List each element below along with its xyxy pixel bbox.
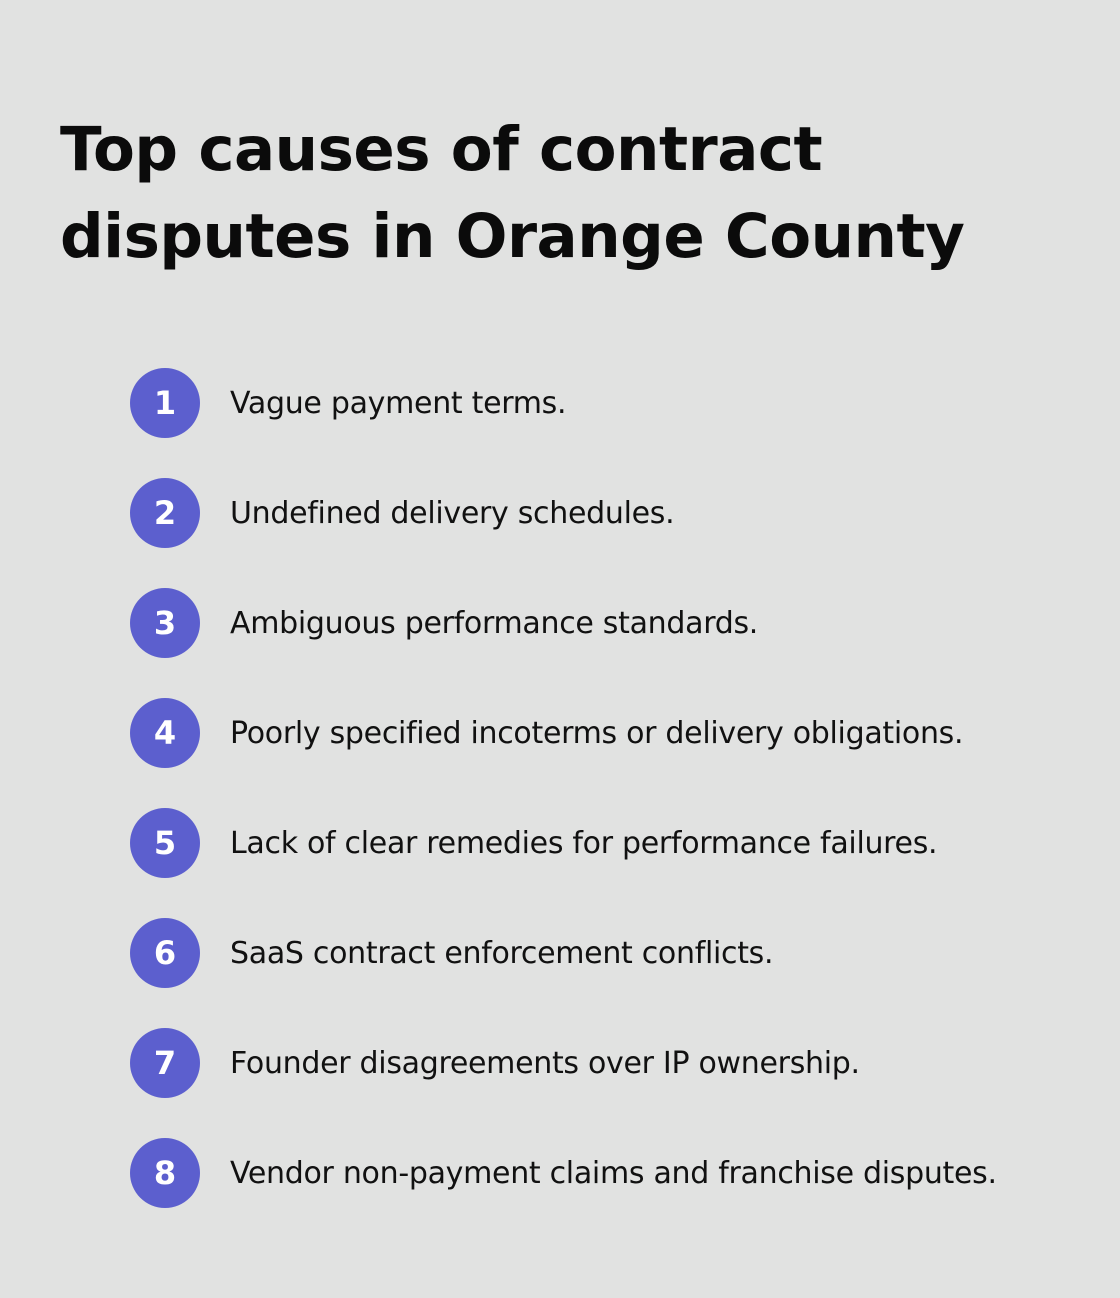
number-badge: 4 <box>130 698 200 768</box>
item-text: Founder disagreements over IP ownership. <box>230 1045 860 1081</box>
item-text: Poorly specified incoterms or delivery o… <box>230 715 964 751</box>
number-badge: 7 <box>130 1028 200 1098</box>
list-item: 3 Ambiguous performance standards. <box>130 588 997 658</box>
list-item: 8 Vendor non-payment claims and franchis… <box>130 1138 997 1208</box>
list-item: 2 Undefined delivery schedules. <box>130 478 997 548</box>
list-item: 1 Vague payment terms. <box>130 368 997 438</box>
item-text: Ambiguous performance standards. <box>230 605 759 641</box>
item-text: Undefined delivery schedules. <box>230 495 675 531</box>
number-badge: 8 <box>130 1138 200 1208</box>
item-text: SaaS contract enforcement conflicts. <box>230 935 774 971</box>
number-badge: 2 <box>130 478 200 548</box>
number-badge: 3 <box>130 588 200 658</box>
number-badge: 6 <box>130 918 200 988</box>
item-text: Lack of clear remedies for performance f… <box>230 825 938 861</box>
item-text: Vague payment terms. <box>230 385 567 421</box>
title-line-1: Top causes of contract <box>60 114 823 185</box>
title-line-2: disputes in Orange County <box>60 201 965 272</box>
item-text: Vendor non-payment claims and franchise … <box>230 1155 997 1191</box>
causes-list: 1 Vague payment terms. 2 Undefined deliv… <box>130 368 997 1248</box>
list-item: 6 SaaS contract enforcement conflicts. <box>130 918 997 988</box>
page-title: Top causes of contract disputes in Orange… <box>60 106 1060 280</box>
list-item: 4 Poorly specified incoterms or delivery… <box>130 698 997 768</box>
list-item: 7 Founder disagreements over IP ownershi… <box>130 1028 997 1098</box>
number-badge: 5 <box>130 808 200 878</box>
number-badge: 1 <box>130 368 200 438</box>
list-item: 5 Lack of clear remedies for performance… <box>130 808 997 878</box>
